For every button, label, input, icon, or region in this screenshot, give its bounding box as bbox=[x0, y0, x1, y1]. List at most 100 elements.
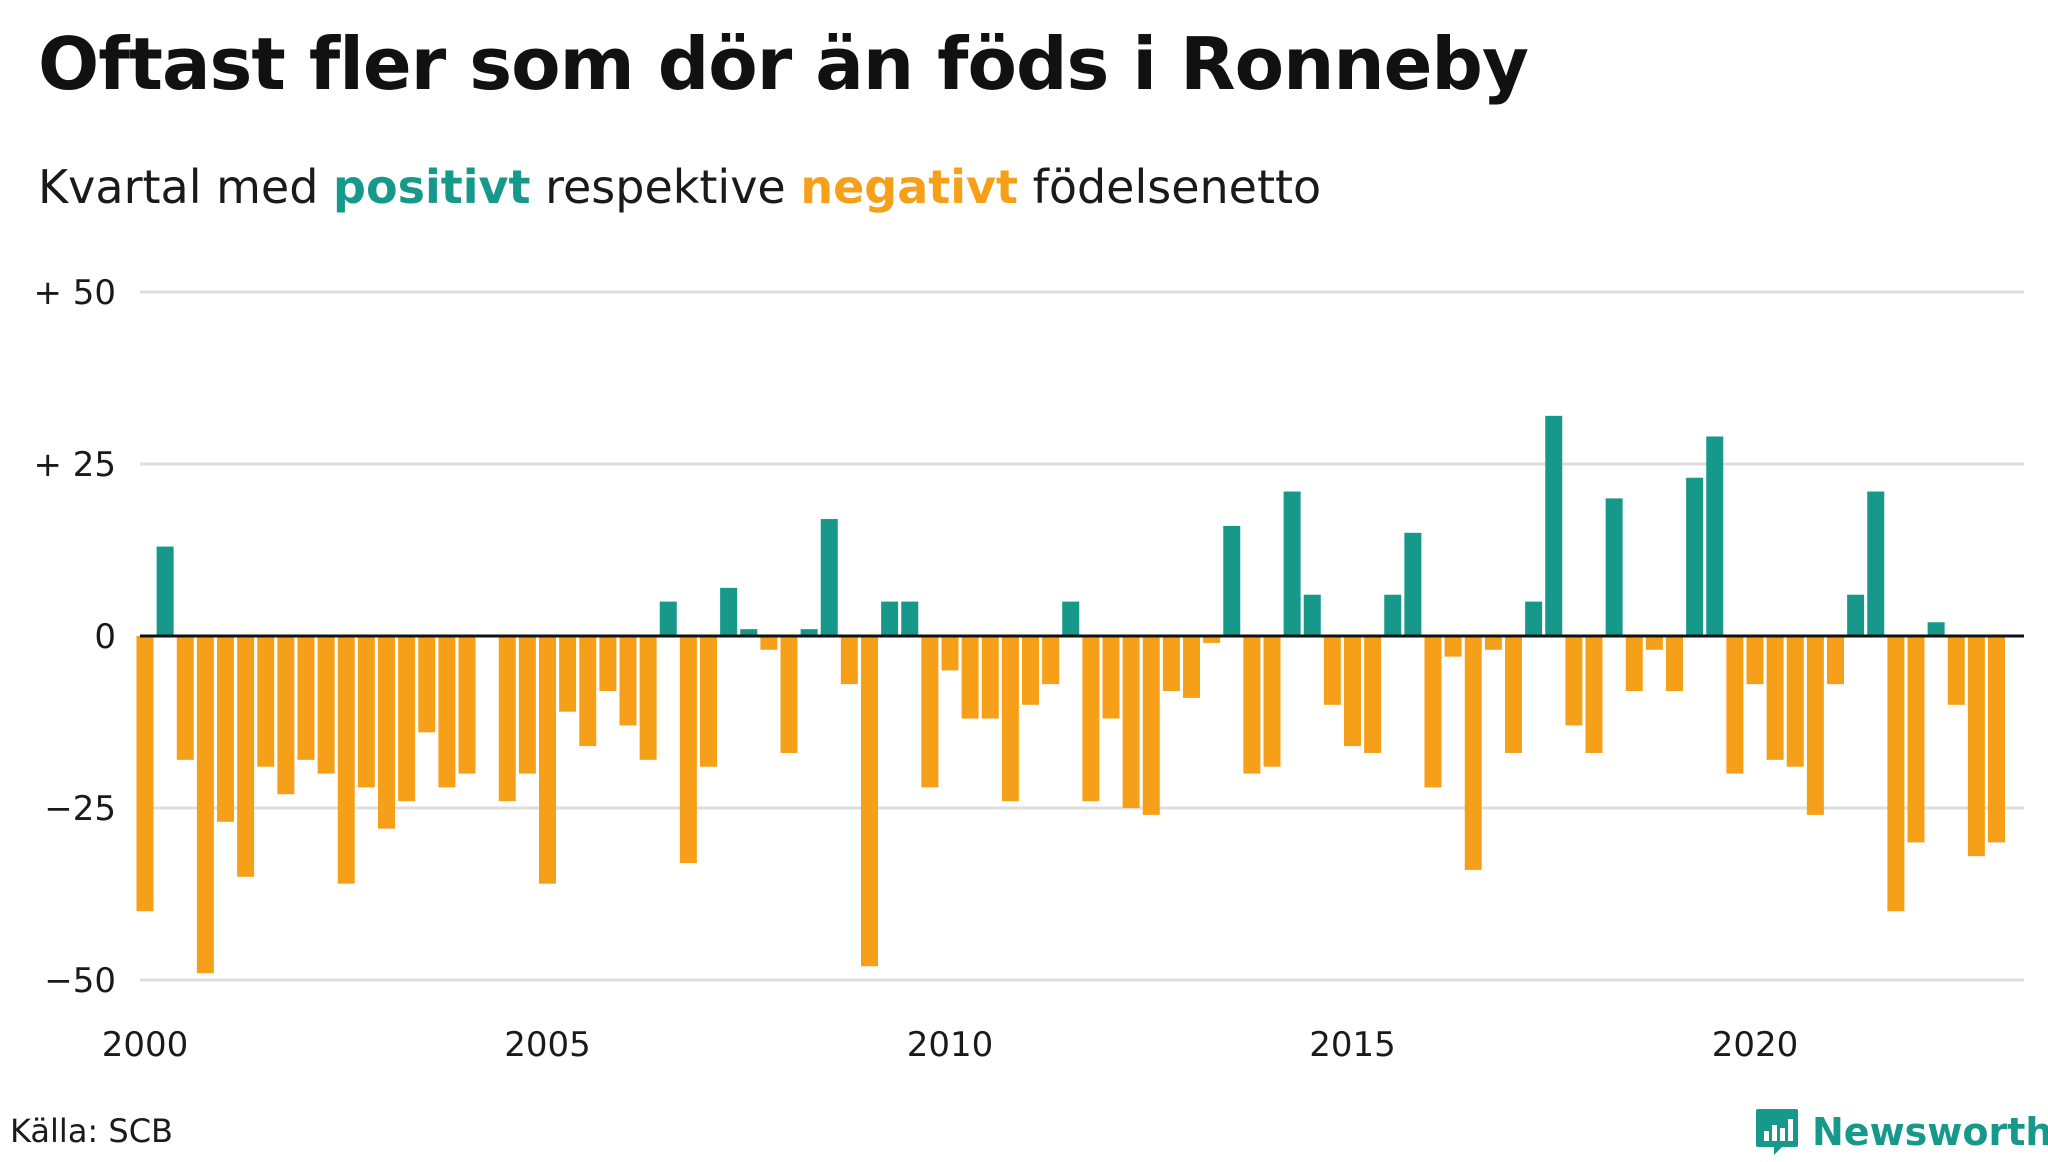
bar bbox=[1203, 636, 1221, 643]
bar bbox=[1726, 636, 1744, 774]
bar bbox=[237, 636, 255, 877]
gridlines bbox=[140, 290, 2024, 982]
bar bbox=[1102, 636, 1120, 719]
bar bbox=[1746, 636, 1764, 685]
subtitle-negative-word: negativt bbox=[800, 160, 1019, 214]
brand-name: Newsworthy bbox=[1812, 1110, 2048, 1154]
bar bbox=[1082, 636, 1100, 802]
bar bbox=[1384, 594, 1402, 636]
bar bbox=[1183, 636, 1200, 698]
bar bbox=[1565, 636, 1583, 726]
bar bbox=[1907, 636, 1925, 843]
brand-logo: Newsworthy bbox=[1754, 1102, 2048, 1162]
bar bbox=[901, 601, 919, 636]
bar bbox=[176, 636, 194, 760]
chart-subtitle: Kvartal med positivt respektive negativt… bbox=[38, 160, 1321, 214]
bar bbox=[1022, 636, 1039, 705]
bar bbox=[921, 636, 939, 788]
bar bbox=[1887, 636, 1905, 912]
subtitle-middle: respektive bbox=[530, 160, 801, 214]
bar bbox=[1605, 498, 1623, 636]
bar bbox=[418, 636, 436, 733]
bar bbox=[861, 636, 878, 967]
bar bbox=[1967, 636, 1985, 857]
bar bbox=[498, 636, 516, 802]
bar bbox=[277, 636, 295, 795]
bar bbox=[1162, 636, 1180, 692]
bar bbox=[378, 636, 395, 829]
bar bbox=[599, 636, 617, 692]
source-note: Källa: SCB bbox=[10, 1112, 173, 1150]
bar bbox=[679, 636, 697, 864]
bar bbox=[1444, 636, 1462, 657]
x-tick-label: 2010 bbox=[907, 1025, 994, 1065]
bar bbox=[1827, 636, 1844, 685]
newsworthy-logo-icon bbox=[1756, 1109, 1798, 1155]
bar bbox=[800, 629, 818, 636]
y-tick-label: −50 bbox=[44, 961, 116, 1001]
subtitle-positive-word: positivt bbox=[333, 160, 531, 214]
y-tick-label: + 50 bbox=[33, 273, 116, 313]
bar bbox=[760, 636, 778, 650]
bar bbox=[1806, 636, 1824, 815]
bar bbox=[700, 636, 717, 767]
bar bbox=[156, 546, 174, 636]
bar bbox=[1947, 636, 1965, 705]
bar bbox=[1424, 636, 1442, 788]
bars bbox=[136, 415, 2005, 974]
bar bbox=[1464, 636, 1482, 870]
bar bbox=[337, 636, 355, 884]
y-tick-label: −25 bbox=[44, 789, 116, 829]
bar bbox=[1243, 636, 1261, 774]
bar bbox=[1847, 594, 1865, 636]
bar bbox=[639, 636, 657, 760]
bar bbox=[961, 636, 979, 719]
x-tick-label: 2000 bbox=[102, 1025, 189, 1065]
bar bbox=[1505, 636, 1522, 753]
bar bbox=[196, 636, 214, 974]
y-tick-label: + 25 bbox=[33, 445, 116, 485]
bar bbox=[317, 636, 335, 774]
chart-title: Oftast fler som dör än föds i Ronneby bbox=[38, 22, 1529, 106]
subtitle-prefix: Kvartal med bbox=[38, 160, 334, 214]
bar bbox=[257, 636, 275, 767]
bar bbox=[1988, 636, 2005, 843]
bar bbox=[297, 636, 315, 760]
bar bbox=[518, 636, 536, 774]
bar bbox=[1364, 636, 1382, 753]
bar bbox=[1223, 525, 1241, 636]
bar bbox=[1062, 601, 1080, 636]
bar bbox=[720, 587, 738, 636]
bar bbox=[1323, 636, 1341, 705]
bar bbox=[579, 636, 597, 747]
bar bbox=[1585, 636, 1603, 753]
bar bbox=[1867, 491, 1885, 636]
x-tick-label: 2005 bbox=[504, 1025, 591, 1065]
bar bbox=[1545, 415, 1563, 636]
bar bbox=[217, 636, 234, 822]
bar bbox=[458, 636, 476, 774]
bar bbox=[1042, 636, 1060, 685]
bar bbox=[1706, 436, 1724, 636]
bar bbox=[136, 636, 154, 912]
bar bbox=[1686, 477, 1704, 636]
y-tick-label: 0 bbox=[94, 617, 116, 657]
bar bbox=[1142, 636, 1160, 815]
bar bbox=[820, 519, 838, 636]
bar bbox=[659, 601, 677, 636]
bar bbox=[941, 636, 959, 671]
bar bbox=[1263, 636, 1281, 767]
bar bbox=[1766, 636, 1784, 760]
bar bbox=[1525, 601, 1543, 636]
bar bbox=[740, 629, 758, 636]
bar bbox=[1122, 636, 1140, 808]
bar bbox=[619, 636, 637, 726]
x-axis-labels: 2000 2005 2010 2015 2020 bbox=[102, 1025, 1799, 1065]
bar bbox=[1786, 636, 1804, 767]
bar bbox=[1666, 636, 1683, 692]
bar bbox=[559, 636, 577, 712]
bar bbox=[1625, 636, 1643, 692]
y-axis-labels: + 50 + 25 0 −25 −50 bbox=[33, 273, 116, 1001]
bar bbox=[1404, 532, 1422, 636]
